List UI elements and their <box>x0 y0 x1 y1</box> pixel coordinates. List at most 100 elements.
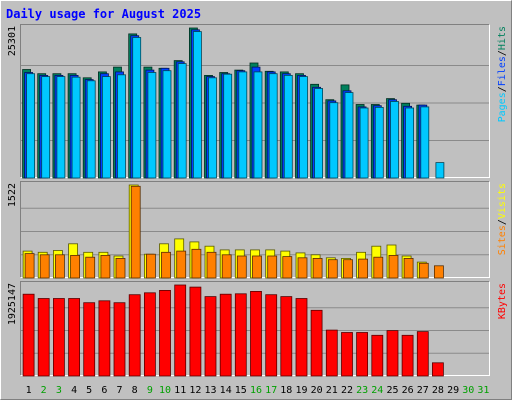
bar-kbytes-day-1 <box>22 293 35 377</box>
bar-sites-day-26 <box>403 257 414 279</box>
bar-kbytes-day-13 <box>204 296 217 377</box>
bar-sites-day-3 <box>55 254 65 279</box>
bar-pages-day-5 <box>86 80 96 179</box>
bar-sites-day-27 <box>418 262 429 279</box>
bar-kbytes-day-16 <box>250 290 262 377</box>
x-tick-label-day-5: 5 <box>86 385 92 396</box>
bar-sites-day-14 <box>221 254 232 279</box>
bar-kbytes-day-4 <box>68 298 80 377</box>
x-tick-label-day-12: 12 <box>189 385 201 396</box>
bar-kbytes-day-18 <box>280 296 293 377</box>
bar-pages-day-11 <box>177 63 187 179</box>
bar-pages-day-6 <box>102 76 111 179</box>
bar-sites-day-17 <box>267 255 278 279</box>
bar-pages-day-16 <box>253 71 263 179</box>
bar-pages-day-12 <box>192 31 202 179</box>
bar-kbytes-day-27 <box>416 331 429 377</box>
legend-entry: / <box>497 86 508 92</box>
chart-title: Daily usage for August 2025 <box>6 7 201 21</box>
x-tick-label-day-17: 17 <box>265 385 277 396</box>
x-tick-label-day-21: 21 <box>326 385 338 396</box>
panel-frame-shadow <box>20 181 490 278</box>
bar-pages-day-27 <box>420 106 430 179</box>
bar-pages-day-13 <box>208 77 217 179</box>
legend-usage: Pages/Files/Hits <box>497 26 508 122</box>
bar-sites-day-6 <box>100 254 111 279</box>
legend-entry: Pages <box>497 92 508 122</box>
legend-entry: / <box>497 50 508 56</box>
legend-entry: Sites <box>497 225 508 255</box>
bar-sites-day-13 <box>206 251 217 279</box>
bar-kbytes-day-15 <box>234 293 247 377</box>
bar-pages-day-24 <box>374 107 384 179</box>
bar-sites-day-20 <box>312 257 323 279</box>
x-tick-label-day-4: 4 <box>71 385 77 396</box>
bar-pages-day-18 <box>283 75 293 179</box>
bar-pages-day-17 <box>268 73 278 179</box>
bar-kbytes-day-8 <box>128 294 141 377</box>
x-tick-label-day-7: 7 <box>116 385 122 396</box>
series-kbytes <box>22 284 444 377</box>
bar-sites-day-10 <box>161 251 171 279</box>
legend-visitors: Sites/Visits <box>497 183 508 255</box>
x-tick-label-day-26: 26 <box>402 385 414 396</box>
x-tick-label-day-9: 9 <box>147 385 153 396</box>
bar-kbytes-day-28 <box>431 362 444 377</box>
bar-kbytes-day-19 <box>295 298 308 377</box>
bar-pages-day-3 <box>56 76 66 179</box>
legend-entry: KBytes <box>497 283 508 319</box>
x-tick-label-day-3: 3 <box>56 385 62 396</box>
legend-entry: Files <box>497 56 508 86</box>
bar-sites-day-11 <box>176 250 187 279</box>
x-tick-label-day-11: 11 <box>174 385 186 396</box>
bar-kbytes-day-12 <box>189 286 202 377</box>
bar-sites-day-21 <box>327 259 338 279</box>
bar-pages-day-4 <box>71 76 81 179</box>
series-pages <box>26 31 445 179</box>
bar-sites-day-25 <box>388 254 399 279</box>
panel-frame-shadow <box>20 281 490 376</box>
bar-kbytes-day-3 <box>53 298 65 377</box>
x-tick-label-day-10: 10 <box>159 385 171 396</box>
bar-pages-day-15 <box>238 71 248 179</box>
bar-pages-day-2 <box>41 76 51 179</box>
x-tick-label-day-30: 30 <box>462 385 474 396</box>
x-tick-label-day-1: 1 <box>26 385 32 396</box>
bar-sites-day-15 <box>236 255 247 279</box>
bar-pages-day-8 <box>132 37 142 179</box>
bar-sites-day-24 <box>373 256 384 279</box>
bar-sites-day-22 <box>343 259 353 279</box>
series-sites <box>24 185 444 279</box>
bar-kbytes-day-6 <box>98 300 111 377</box>
bar-sites-day-2 <box>39 254 50 279</box>
y-max-label: 25301 <box>7 26 18 56</box>
bar-pages-day-1 <box>26 73 36 179</box>
bar-sites-day-16 <box>252 255 262 279</box>
bar-kbytes-day-9 <box>143 292 156 377</box>
bar-sites-day-12 <box>191 248 202 279</box>
x-tick-label-day-8: 8 <box>132 385 138 396</box>
bar-kbytes-day-26 <box>401 334 414 377</box>
bar-pages-day-10 <box>162 70 172 179</box>
bar-kbytes-day-17 <box>265 294 278 377</box>
legend-kbytes: KBytes <box>497 283 508 319</box>
legend-entry: Visits <box>497 183 508 219</box>
bar-kbytes-day-24 <box>371 334 384 377</box>
x-tick-label-day-18: 18 <box>280 385 292 396</box>
x-tick-label-day-2: 2 <box>41 385 47 396</box>
bar-sites-day-7 <box>115 257 126 279</box>
y-max-label: 1522 <box>7 183 18 207</box>
bar-kbytes-day-7 <box>113 302 126 377</box>
bar-pages-day-25 <box>390 101 399 179</box>
bar-sites-day-9 <box>145 253 156 279</box>
panel-frame-shadow <box>20 24 490 178</box>
bar-pages-day-28 <box>435 162 445 179</box>
bar-sites-day-4 <box>70 254 80 279</box>
x-tick-label-day-23: 23 <box>356 385 368 396</box>
chart-panels: 25301Pages/Files/Hits1522Sites/Visits192… <box>7 24 508 377</box>
x-tick-label-day-19: 19 <box>295 385 307 396</box>
x-tick-label-day-16: 16 <box>250 385 262 396</box>
x-tick-label-day-20: 20 <box>311 385 323 396</box>
x-tick-label-day-13: 13 <box>204 385 216 396</box>
